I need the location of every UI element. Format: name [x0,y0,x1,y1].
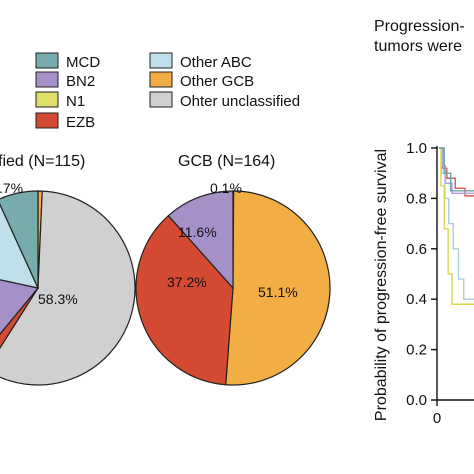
pie-unclassified [0,190,136,386]
legend-label-other-abc: Other ABC [180,54,252,71]
pie-gcb-slice-bn2 [167,190,234,290]
legend-swatch-other-gcb [149,71,173,88]
pie-unclassified-slice-mcd [0,190,39,289]
legend-swatch-mcd [35,52,59,69]
km-title-line-2: tumors were [374,38,462,55]
km-y-axis-label: Probability of progression-free survival [373,149,390,421]
pie-gcb [135,190,331,386]
legend-swatch-ohter-unclassified [149,91,173,108]
pie-gcb-label-other-gcb: 51.1% [258,284,298,300]
km-yticks: 0.0 0.2 0.4 0.6 0.8 1.0 [406,140,437,409]
pie-gcb-label-mcd: 0.1% [210,180,242,196]
km-curve-4 [439,147,474,305]
km-y-tick-label-1-0: 1.0 [406,140,427,157]
km-y-tick-label-0-0: 0.0 [406,392,427,409]
pie-gcb-label-bn2: 11.6% [178,224,217,240]
legend-swatch-ezb [35,112,59,129]
km-x-tick-label-0: 0 [433,410,441,427]
pie-unclassified-label-unclassified: 58.3% [38,291,78,307]
legend-label-n1: N1 [66,93,85,110]
pie-gcb-slice-ezb [135,214,234,386]
pie-unclassified-slice-ohter-unclassified [0,190,136,386]
km-y-tick-label-0-8: 0.8 [406,190,427,207]
km-axes: 0 [433,146,474,427]
km-curves [439,147,474,305]
legend-swatch-n1 [35,91,59,108]
km-y-tick-label-0-2: 0.2 [406,342,427,359]
pie-gcb-title: GCB (N=164) [178,153,275,170]
legend-swatch-other-abc [149,52,173,69]
legend: MCD Other ABC BN2 Other GCB N1 Ohter unc… [35,52,300,131]
pie-gcb-label-ezb: 37.2% [167,274,207,290]
legend-label-bn2: BN2 [66,73,95,90]
legend-label-ezb: EZB [66,114,95,131]
pie-unclassified-label-other-gcb: .7% [0,180,23,196]
pie-unclassified-title: fied (N=115) [0,153,85,170]
km-y-tick-label-0-4: 0.4 [406,291,427,308]
legend-label-mcd: MCD [66,54,100,71]
legend-label-ohter-unclassified: Ohter unclassified [180,93,300,110]
km-curve-5 [439,147,474,192]
km-curve-3 [439,147,474,300]
pie-gcb-slice-other-gcb [225,190,331,386]
legend-label-other-gcb: Other GCB [180,73,254,90]
pie-unclassified-slice-bn2 [0,279,40,335]
legend-swatch-bn2 [35,71,59,88]
km-title-line-1: Progression- [374,18,465,35]
km-y-tick-label-0-6: 0.6 [406,241,427,258]
